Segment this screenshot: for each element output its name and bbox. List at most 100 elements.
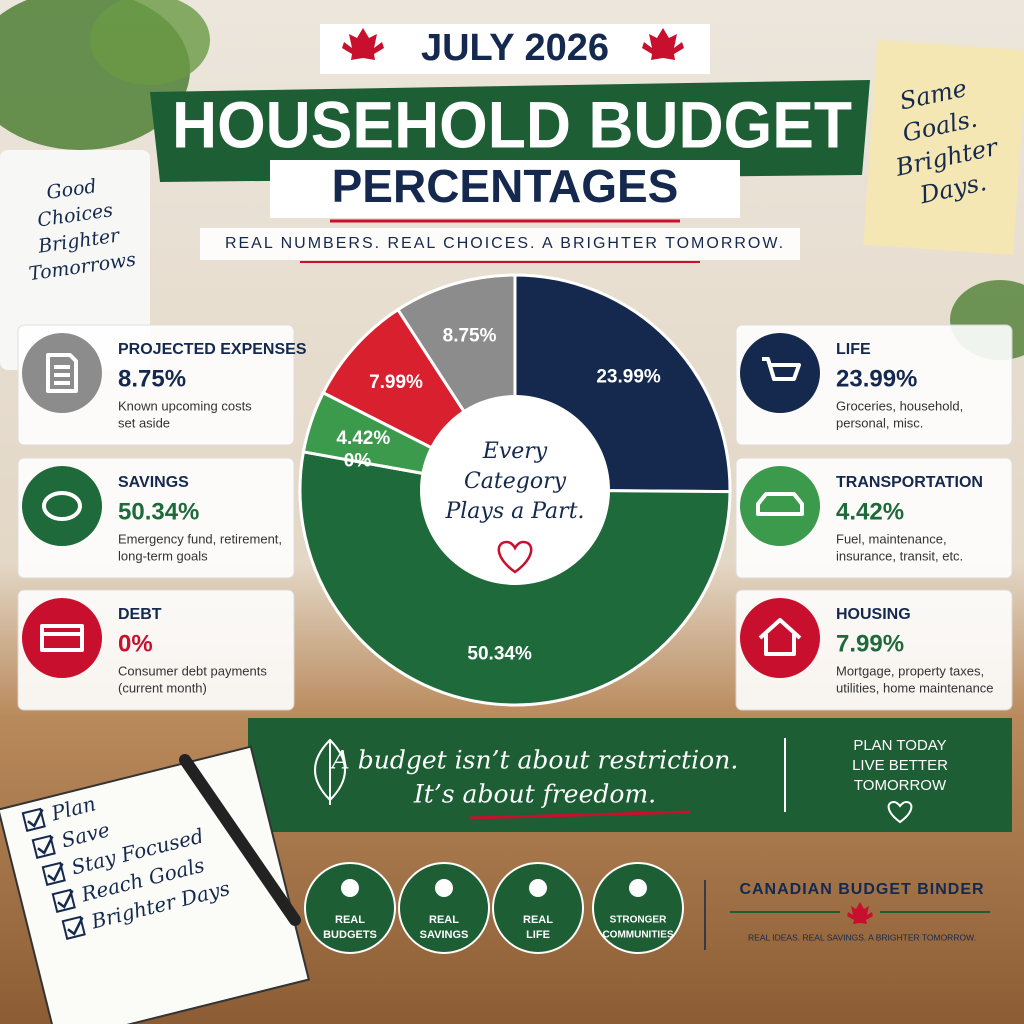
heart [887,800,913,824]
tagline: REAL NUMBERS. REAL CHOICES. A BRIGHTER T… [225,235,785,252]
donut-hole [420,395,610,585]
subtitle-brush [270,160,740,218]
slice-label: 7.99% [369,372,423,393]
badge [492,862,584,954]
slice-label: 23.99% [596,366,661,387]
card-description: (current month) [118,680,207,695]
subtitle: PERCENTAGES [332,160,679,212]
center-text: Category [464,469,567,494]
card-icon [740,333,820,413]
card-value: 8.75% [118,365,186,392]
slice-label: 50.34% [467,643,532,664]
card-icon-glyph [40,624,84,652]
card-value: 50.34% [118,498,199,525]
card-title: HOUSING [836,606,911,623]
maple-leaf [642,28,684,60]
card-description: personal, misc. [836,415,923,430]
badge-label: COMMUNITIES [602,930,673,941]
card-value: 7.99% [836,630,904,657]
tagline-brush [200,228,800,260]
center-text: Every [482,439,548,464]
maple-leaf [847,902,873,924]
checkbox [51,888,76,913]
category-card: HOUSING 7.99% Mortgage, property taxes, uti… [735,589,1013,711]
card-description: long-term goals [118,548,208,563]
card-description: Groceries, household, [836,398,963,413]
badge-label: STRONGER [610,915,667,926]
badge-label: LIFE [526,929,550,941]
badge-label: BUDGETS [323,929,377,941]
card-title: TRANSPORTATION [836,474,983,491]
badge-icon [529,879,547,897]
card-description: Consumer debt payments [118,663,267,678]
center-text: Plays a Part. [444,499,584,524]
category-card: LIFE 23.99% Groceries, household, personal,… [735,324,1013,446]
quote-side: TOMORROW [854,777,947,794]
brand-name: CANADIAN BUDGET BINDER [739,881,984,898]
card-title: SAVINGS [118,474,189,491]
badge-label: REAL [523,914,553,926]
checkmark [27,808,44,828]
badge-label: REAL [335,914,365,926]
badge-label: SAVINGS [420,929,469,941]
card-value: 0% [118,630,153,657]
quote-line: It’s about freedom. [413,780,656,809]
card-icon-glyph [46,353,78,393]
checkbox [21,807,46,832]
checkmark [37,835,54,855]
category-card: PROJECTED EXPENSES 8.75% Known upcoming co… [17,324,307,446]
month: JULY 2026 [421,27,609,69]
card-description: Known upcoming costs [118,398,252,413]
card-icon [740,466,820,546]
checkbox [31,834,56,859]
sticky-note [863,40,1024,255]
badge-icon [341,879,359,897]
quote-underline [469,810,691,820]
heart [497,540,533,574]
slice-label: 0% [344,451,372,472]
quote-side: LIVE BETTER [852,757,948,774]
category-card: TRANSPORTATION 4.42% Fuel, maintenance, ins… [735,457,1013,579]
card-title: DEBT [118,606,162,623]
card-description: set aside [118,415,170,430]
badge [592,862,684,954]
card-value: 4.42% [836,498,904,525]
quote-side: PLAN TODAY [853,737,946,754]
brand-tagline: REAL IDEAS. REAL SAVINGS. A BRIGHTER TOM… [748,932,976,942]
checkbox [41,861,66,886]
category-card: SAVINGS 50.34% Emergency fund, retirement,… [17,457,295,579]
badge-label: REAL [429,914,459,926]
quote-line: A budget isn’t about restriction. [330,746,739,775]
card-icon [22,598,102,678]
checkmark [67,916,84,936]
card-title: PROJECTED EXPENSES [118,341,307,358]
checkmark [47,862,64,882]
card-description: Mortgage, property taxes, [836,663,984,678]
plant [0,0,210,370]
card-icon-glyph [42,491,82,521]
checkmark [57,889,74,909]
checkbox [61,915,86,940]
card-description: insurance, transit, etc. [836,548,963,563]
maple-leaf [342,28,384,60]
leaf-icon [314,738,346,805]
card-icon [22,466,102,546]
badge-icon [629,879,647,897]
pen [179,754,301,926]
card-title: LIFE [836,341,871,358]
badge-icon [435,879,453,897]
card-description: Fuel, maintenance, [836,531,947,546]
slice-label: 4.42% [336,428,390,449]
category-card: DEBT 0% Consumer debt payments (current mon… [17,589,295,711]
card-icon [740,598,820,678]
slice-label: 8.75% [443,326,497,347]
card-value: 23.99% [836,365,917,392]
card-icon-glyph [756,492,804,516]
card-icon-glyph [762,357,801,381]
card-description: utilities, home maintenance [836,680,994,695]
title-brush [150,80,870,182]
title: HOUSEHOLD BUDGET [172,87,852,161]
badge [304,862,396,954]
badge [398,862,490,954]
